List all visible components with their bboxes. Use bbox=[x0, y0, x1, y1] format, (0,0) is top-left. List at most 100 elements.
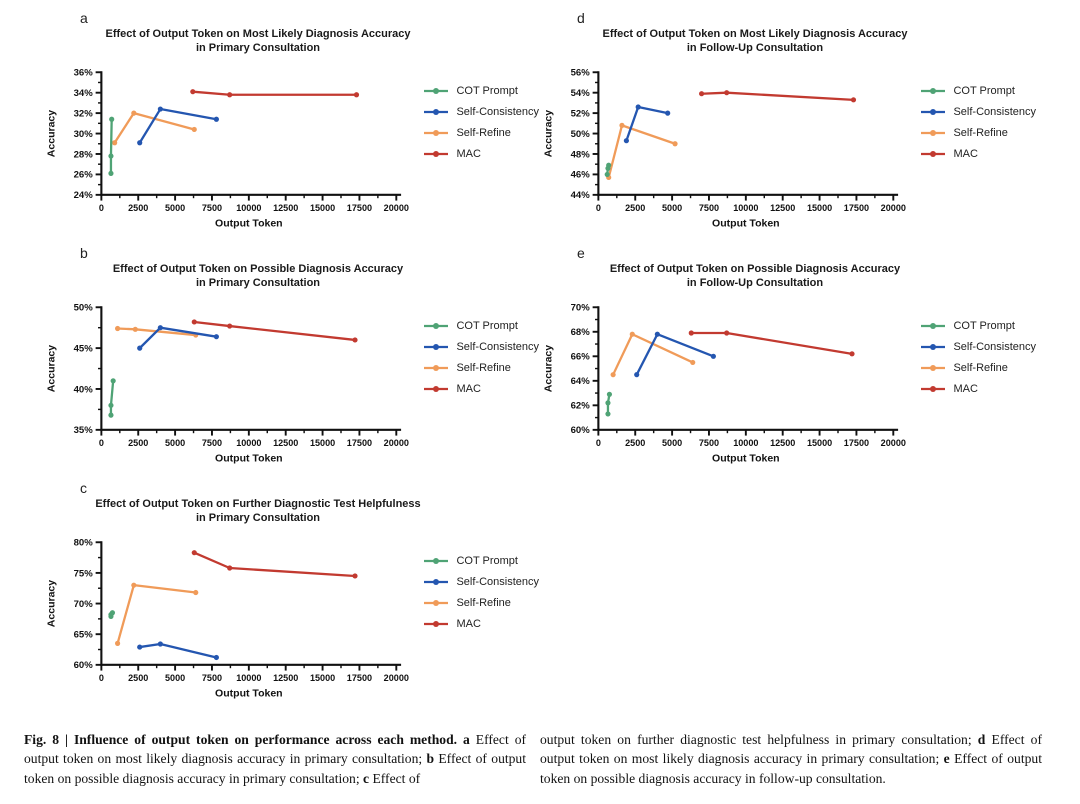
legend-b: COT Prompt Self-Consistency Self-Refine MAC bbox=[423, 320, 539, 395]
y-axis-label: Accuracy bbox=[542, 110, 554, 158]
chart-title-line2: in Primary Consultation bbox=[195, 512, 321, 525]
legend-label: MAC bbox=[456, 383, 481, 395]
svg-text:80%: 80% bbox=[74, 538, 94, 549]
plot-row-e: 60% 62% 64% 66% 68% 70% 0 2500 5000 7500 10000 1250… bbox=[539, 292, 1036, 470]
data-point bbox=[690, 359, 696, 366]
legend-label: Self-Refine bbox=[456, 127, 511, 139]
legend-item-self-refine: Self-Refine bbox=[423, 362, 539, 374]
data-point bbox=[109, 116, 115, 122]
data-point bbox=[213, 654, 219, 661]
svg-text:15000: 15000 bbox=[807, 203, 832, 213]
plot-row-a: 24% 26% 28% 30% 32% 34% 36% 0 2500 5000 7500 10000 1… bbox=[42, 57, 539, 235]
svg-text:7500: 7500 bbox=[202, 673, 222, 683]
data-point bbox=[605, 411, 611, 417]
svg-text:17500: 17500 bbox=[844, 438, 869, 448]
legend-marker-icon bbox=[424, 323, 449, 329]
caption-text: Effect of output token on most likely di… bbox=[540, 732, 1042, 767]
svg-text:45%: 45% bbox=[74, 343, 94, 354]
plot-row-c: 60% 65% 70% 75% 80% 0 2500 5000 7500 10000 12500 15… bbox=[42, 527, 539, 705]
series-line-mac bbox=[193, 551, 357, 578]
svg-text:46%: 46% bbox=[571, 170, 591, 181]
data-point bbox=[850, 97, 857, 103]
panel-d: d Effect of Output Token on Most Likely D… bbox=[539, 10, 1036, 245]
svg-text:20000: 20000 bbox=[881, 203, 906, 213]
caption-text: Effect of output token on possible diagn… bbox=[24, 751, 527, 786]
data-point bbox=[654, 331, 660, 337]
caption-bold-text: c bbox=[363, 770, 370, 786]
figure-grid: a Effect of Output Token on Most Likely D… bbox=[42, 10, 1080, 720]
data-point bbox=[227, 92, 233, 98]
panel-c: c Effect of Output Token on Further Diagn… bbox=[42, 480, 539, 720]
data-point bbox=[115, 325, 121, 332]
svg-text:60%: 60% bbox=[571, 425, 591, 436]
svg-text:5000: 5000 bbox=[165, 438, 185, 448]
legend-item-self-consistency: Self-Consistency bbox=[423, 341, 539, 353]
svg-text:24%: 24% bbox=[74, 190, 94, 201]
svg-text:12500: 12500 bbox=[273, 438, 298, 448]
svg-text:15000: 15000 bbox=[310, 673, 335, 683]
legend-marker-icon bbox=[921, 386, 946, 392]
svg-text:68%: 68% bbox=[571, 327, 591, 338]
data-point bbox=[157, 641, 163, 647]
data-point bbox=[109, 610, 116, 616]
svg-text:10000: 10000 bbox=[236, 673, 261, 683]
panel-letter-c: c bbox=[80, 480, 87, 496]
chart-title-c: Effect of Output Token on Further Diagno… bbox=[42, 497, 432, 527]
data-point bbox=[688, 330, 694, 336]
panel-letter-a: a bbox=[80, 10, 88, 26]
caption-bold-text: d bbox=[977, 732, 986, 747]
legend-marker-icon bbox=[921, 130, 946, 136]
chart-title-line1: Effect of Output Token on Further Diagno… bbox=[95, 498, 421, 510]
data-point bbox=[672, 141, 678, 147]
data-point bbox=[849, 351, 855, 357]
svg-text:20000: 20000 bbox=[384, 203, 409, 213]
legend-item-cot-prompt: COT Prompt bbox=[920, 85, 1036, 97]
data-point bbox=[108, 412, 114, 418]
panel-letter-b: b bbox=[80, 245, 88, 261]
svg-text:10000: 10000 bbox=[236, 438, 261, 448]
svg-text:35%: 35% bbox=[74, 425, 94, 436]
svg-text:20000: 20000 bbox=[384, 673, 409, 683]
data-point bbox=[227, 565, 233, 571]
caption-text: Effect of output token on possible diagn… bbox=[540, 751, 1042, 786]
series-line-self-consistency bbox=[138, 642, 218, 659]
legend-label: Self-Refine bbox=[456, 597, 511, 609]
legend-item-cot-prompt: COT Prompt bbox=[423, 85, 539, 97]
legend-label: Self-Refine bbox=[953, 127, 1008, 139]
svg-text:10000: 10000 bbox=[236, 203, 261, 213]
legend-c: COT Prompt Self-Consistency Self-Refine MAC bbox=[423, 555, 539, 630]
chart-title-d: Effect of Output Token on Most Likely Di… bbox=[539, 27, 929, 57]
legend-a: COT Prompt Self-Consistency Self-Refine MAC bbox=[423, 85, 539, 160]
svg-text:66%: 66% bbox=[571, 352, 591, 363]
series-line-self-refine bbox=[116, 584, 197, 645]
legend-item-self-refine: Self-Refine bbox=[423, 597, 539, 609]
legend-label: COT Prompt bbox=[456, 85, 518, 97]
data-point bbox=[619, 122, 625, 128]
legend-marker-icon bbox=[921, 344, 946, 350]
data-point bbox=[131, 110, 137, 116]
caption-bold-text: Fig. 8 | Influence of output token on pe… bbox=[24, 732, 470, 747]
caption-text: output token on further diagnostic test … bbox=[540, 732, 978, 747]
data-point bbox=[191, 319, 197, 325]
plot-row-b: 35% 40% 45% 50% 0 2500 5000 7500 10000 12500 15000… bbox=[42, 292, 539, 470]
series-line-cot-prompt bbox=[109, 379, 115, 417]
caption-text: Effect of output token on most likely di… bbox=[24, 732, 527, 767]
legend-label: MAC bbox=[953, 383, 978, 395]
svg-text:75%: 75% bbox=[74, 568, 94, 579]
series-line-self-refine bbox=[607, 124, 677, 179]
svg-text:30%: 30% bbox=[74, 129, 94, 140]
legend-item-self-refine: Self-Refine bbox=[423, 127, 539, 139]
x-axis-label: Output Token bbox=[712, 217, 780, 229]
caption-text: Effect of bbox=[369, 770, 421, 786]
svg-text:17500: 17500 bbox=[347, 673, 372, 683]
svg-text:50%: 50% bbox=[571, 129, 591, 140]
data-point bbox=[699, 91, 705, 97]
legend-marker-icon bbox=[921, 109, 946, 115]
svg-text:70%: 70% bbox=[74, 599, 94, 610]
legend-label: Self-Consistency bbox=[953, 106, 1036, 118]
legend-e: COT Prompt Self-Consistency Self-Refine MAC bbox=[920, 320, 1036, 395]
legend-label: Self-Consistency bbox=[456, 576, 539, 588]
legend-label: MAC bbox=[953, 148, 978, 160]
svg-text:20000: 20000 bbox=[881, 438, 906, 448]
